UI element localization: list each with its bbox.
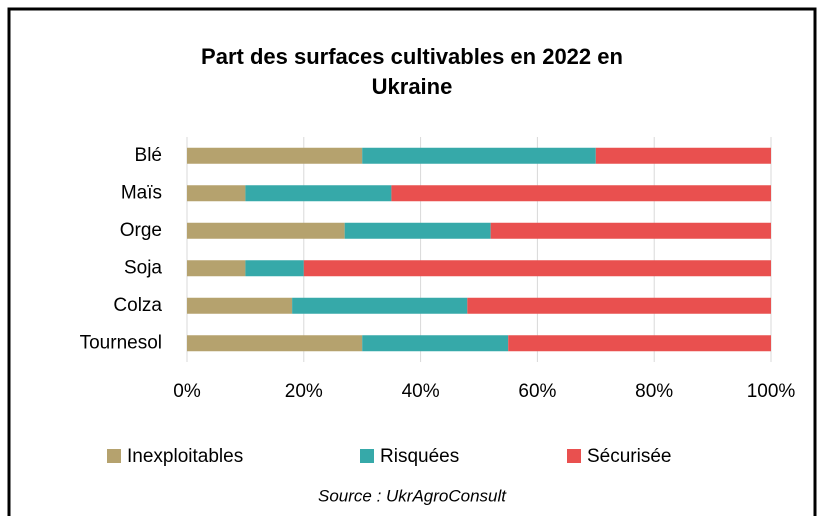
bar-segment: [362, 335, 509, 352]
bar-segment: [292, 297, 468, 314]
bar-segment: [187, 335, 363, 352]
x-tick-label: 20%: [285, 381, 323, 402]
bar-segment: [391, 185, 771, 202]
grid: [186, 137, 772, 362]
bar-segment: [467, 297, 771, 314]
bar-segment: [490, 222, 771, 239]
y-tick-label: Colza: [113, 295, 162, 316]
legend-label: Sécurisée: [587, 446, 672, 467]
y-tick-label: Soja: [124, 257, 162, 278]
y-tick-label: Maïs: [121, 182, 162, 203]
bars: [187, 147, 771, 352]
legend-label: Risquées: [380, 446, 459, 467]
x-tick-label: 40%: [402, 381, 440, 402]
x-tick-label: 100%: [747, 381, 796, 402]
legend-swatch: [107, 449, 121, 463]
x-tick-label: 80%: [635, 381, 673, 402]
bar-segment: [187, 147, 363, 164]
bar-segment: [508, 335, 771, 352]
legend-swatch: [567, 449, 581, 463]
y-tick-label: Orge: [120, 220, 162, 241]
bar-segment: [187, 222, 345, 239]
bar-segment: [303, 260, 771, 277]
chart-title: Part des surfaces cultivables en 2022 en…: [201, 44, 623, 99]
x-tick-label: 60%: [518, 381, 556, 402]
y-tick-label: Tournesol: [80, 332, 162, 353]
y-tick-label: Blé: [135, 145, 162, 166]
bar-segment: [187, 260, 246, 277]
bar-segment: [344, 222, 491, 239]
bar-segment: [245, 185, 392, 202]
legend-swatch: [360, 449, 374, 463]
bar-segment: [245, 260, 304, 277]
x-tick-label: 0%: [173, 381, 201, 402]
bar-segment: [187, 185, 246, 202]
legend-label: Inexploitables: [127, 446, 243, 467]
bar-segment: [187, 297, 293, 314]
bar-segment: [595, 147, 771, 164]
frame: [7, 7, 817, 516]
bar-segment: [362, 147, 596, 164]
source: Source : UkrAgroConsult: [318, 486, 507, 505]
